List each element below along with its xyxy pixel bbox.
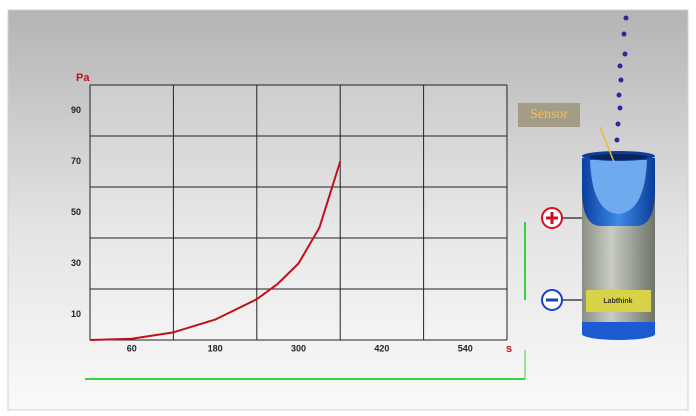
sensor-label: Sensor (530, 107, 568, 122)
x-tick-label: 300 (291, 343, 306, 353)
x-tick-label: 420 (374, 343, 389, 353)
y-tick-label: 90 (71, 105, 81, 115)
y-tick-label: 50 (71, 207, 81, 217)
battery-label: Labthink (603, 298, 632, 305)
x-tick-label: 540 (458, 343, 473, 353)
chart: 10 30 50 70 90 60 180 300 420 540 (71, 85, 507, 353)
y-tick-label: 10 (71, 309, 81, 319)
x-axis-label: s (506, 343, 512, 355)
battery: Labthink (582, 151, 655, 340)
y-tick-label: 70 (71, 156, 81, 166)
plot-area (90, 85, 507, 340)
screen: 10 30 50 70 90 60 180 300 420 540 Pa s Labthink S… (0, 0, 696, 416)
y-axis-label: Pa (76, 72, 90, 84)
x-tick-label: 180 (208, 343, 223, 353)
y-tick-label: 30 (71, 258, 81, 268)
x-tick-label: 60 (127, 343, 137, 353)
